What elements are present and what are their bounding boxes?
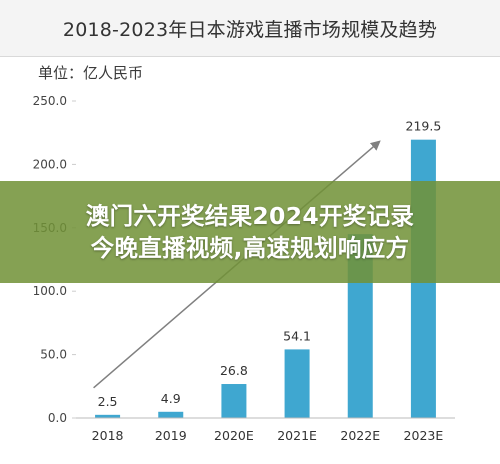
x-tick-label: 2018 bbox=[92, 428, 124, 443]
bar-2020E bbox=[221, 384, 247, 418]
x-tick-label: 2020E bbox=[214, 428, 254, 443]
x-axis: 2018 2019 2020E 2021E 2022E 2023E bbox=[76, 417, 455, 443]
y-tick-label: 0.0 bbox=[48, 411, 67, 425]
bar-value-label: 2.5 bbox=[98, 394, 118, 409]
y-tick-label: 50.0 bbox=[40, 348, 67, 362]
y-tick-label: 200.0 bbox=[33, 157, 67, 171]
value-labels: 2.5 4.9 26.8 54.1 219.5 bbox=[98, 119, 442, 409]
bar-2018 bbox=[95, 414, 121, 418]
chart-title-bar: 2018-2023年日本游戏直播市场规模及趋势 bbox=[0, 0, 500, 57]
y-tick-label: 250.0 bbox=[33, 94, 67, 108]
bar-2019 bbox=[158, 411, 184, 418]
x-tick-label: 2022E bbox=[340, 428, 380, 443]
promo-overlay-banner: 澳门六开奖结果2024开奖记录 今晚直播视频,高速规划响应方 bbox=[0, 181, 500, 283]
bar-value-label: 4.9 bbox=[161, 391, 181, 406]
overlay-text-line-2: 今晚直播视频,高速规划响应方 bbox=[90, 234, 410, 262]
chart-title: 2018-2023年日本游戏直播市场规模及趋势 bbox=[62, 18, 438, 41]
bar-value-label: 219.5 bbox=[406, 119, 442, 134]
bar-value-label: 54.1 bbox=[283, 328, 311, 343]
unit-label: 单位：亿人民币 bbox=[38, 64, 144, 82]
x-tick-label: 2021E bbox=[277, 428, 317, 443]
x-tick-label: 2019 bbox=[155, 428, 187, 443]
x-tick-label: 2023E bbox=[404, 428, 444, 443]
y-tick-label: 100.0 bbox=[33, 284, 67, 298]
bar-2021E bbox=[284, 349, 310, 418]
bar-value-label: 26.8 bbox=[220, 363, 248, 378]
overlay-text-line-1: 澳门六开奖结果2024开奖记录 bbox=[85, 202, 415, 230]
